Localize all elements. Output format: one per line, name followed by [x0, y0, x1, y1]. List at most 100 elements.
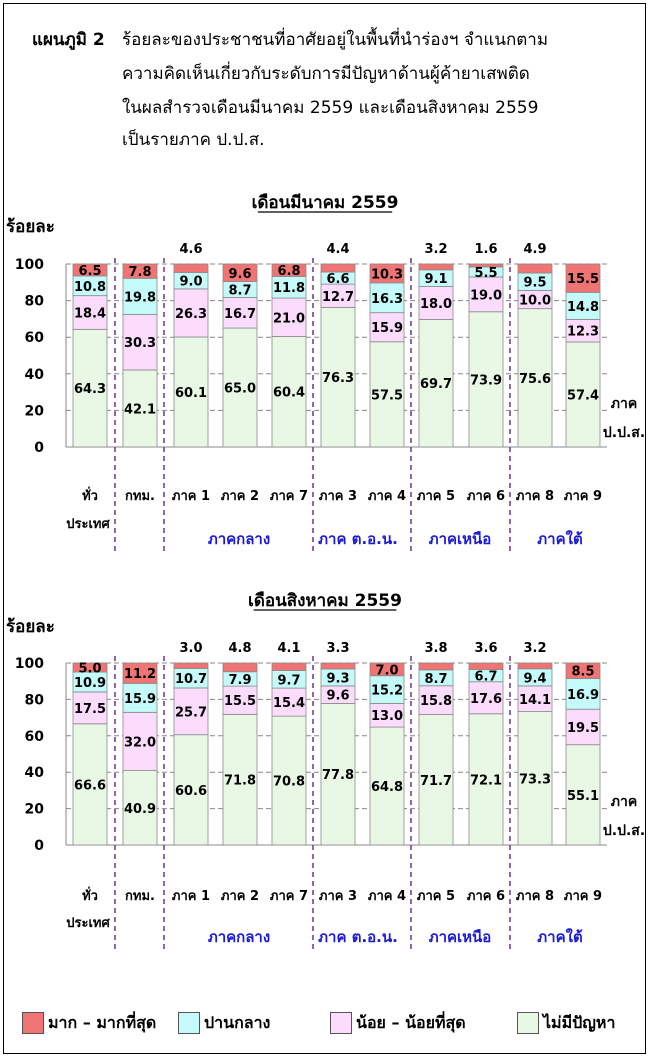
chart2-data-label: 14.1 [519, 693, 551, 708]
caption-line-1: ร้อยละของประชาชนที่อาศัยอยู่ในพื้นที่นำร… [122, 30, 549, 50]
chart2-data-label: 40.9 [124, 802, 156, 817]
chart2-region-group-label: ภาคเหนือ [429, 928, 492, 946]
chart2-data-label: 9.7 [277, 673, 300, 688]
legend: มาก – มากที่สุด ปานกลาง น้อย – น้อยที่สุ… [0, 1000, 651, 1040]
chart1-category-label: ภาค 4 [368, 489, 406, 504]
chart2-data-label: 73.3 [519, 772, 551, 787]
chart2-bar-most [122, 662, 158, 684]
caption-line-3: ในผลสำรวจเดือนมีนาคม 2559 และเดือนสิงหาค… [122, 98, 539, 118]
chart1-bar-none [418, 319, 454, 448]
chart1-data-label: 65.0 [224, 382, 256, 397]
figure-frame [3, 3, 646, 1054]
chart1-data-label: 15.9 [371, 321, 403, 336]
chart1-data-label: 18.0 [420, 297, 452, 312]
chart2-bar-moderate [122, 682, 158, 713]
chart2-data-label: 15.4 [273, 696, 305, 711]
chart1-data-label: 16.7 [224, 307, 256, 322]
chart2-category-label: ภาค 4 [368, 889, 406, 904]
chart1-bar-most [418, 263, 454, 271]
chart1-data-label: 15.5 [567, 272, 599, 287]
chart1-region-group-label: ภาคใต้ [537, 530, 582, 548]
chart1-data-label: 9.5 [523, 276, 546, 291]
chart2-category-label: ภาค 3 [319, 889, 357, 904]
chart2-data-label: 8.5 [571, 665, 594, 680]
chart1-bar-none [271, 336, 307, 448]
legend-label-moderate: ปานกลาง [204, 1013, 271, 1032]
chart1-bar-moderate [122, 277, 158, 315]
chart1-data-label: 19.8 [124, 290, 156, 305]
chart1-data-label: 19.0 [470, 288, 502, 303]
chart2-data-label: 9.3 [326, 671, 349, 686]
chart2-category-label: ภาค 7 [270, 889, 308, 904]
chart1-y-tick-label: 80 [25, 294, 45, 310]
chart1-data-label: 57.4 [567, 388, 599, 403]
chart1-data-label: 9.6 [228, 267, 251, 282]
chart1-bar-little [122, 314, 158, 371]
chart1-bar-most [122, 263, 158, 279]
chart1-data-label: 10.0 [519, 294, 551, 309]
chart2-bar-most [565, 662, 601, 679]
chart2-data-label: 4.1 [277, 641, 300, 656]
chart1-bar-little [271, 297, 307, 337]
chart1-bar-little [173, 288, 209, 338]
legend-swatch-most [22, 1012, 44, 1034]
chart1-data-label: 69.7 [420, 377, 452, 392]
chart2-x-axis-label-2: ป.ป.ส. [603, 823, 645, 839]
chart1-y-tick-label: 20 [25, 403, 45, 419]
chart1-data-label: 14.8 [567, 300, 599, 315]
chart2-bar-none [565, 744, 601, 846]
chart2-bar-none [173, 734, 209, 846]
chart2-data-label: 4.8 [228, 641, 251, 656]
legend-label-little: น้อย – น้อยที่สุด [356, 1013, 466, 1032]
chart2-category-label: กทม. [125, 889, 155, 904]
chart1-data-label: 30.3 [124, 336, 156, 351]
chart2-bar-most [369, 662, 405, 677]
chart2-data-label: 9.4 [523, 671, 546, 686]
chart1-data-label: 64.3 [74, 382, 106, 397]
chart1-bar-little [418, 286, 454, 320]
chart2-data-label: 13.0 [371, 709, 403, 724]
chart2-data-label: 77.8 [322, 768, 354, 783]
chart2-bar-little [517, 685, 553, 712]
chart2-data-label: 3.8 [424, 641, 447, 656]
chart1-category-label: ภาค 5 [417, 489, 455, 504]
chart1-bar-none [173, 336, 209, 448]
chart2-bar-little [271, 687, 307, 717]
chart1-x-axis-label-1: ภาค [611, 396, 637, 412]
chart1-bar-none [468, 311, 504, 448]
chart2-bar-little [565, 708, 601, 746]
chart2-bar-little [222, 685, 258, 715]
chart1-data-label: 12.3 [567, 325, 599, 340]
chart1-category-label: ภาค 1 [172, 489, 210, 504]
chart2-category-label: ภาค 9 [564, 889, 602, 904]
chart1-data-label: 26.3 [175, 307, 207, 322]
chart1-category-label: ภาค 6 [467, 489, 505, 504]
chart2-data-label: 32.0 [124, 735, 156, 750]
chart2-bar-most [173, 662, 209, 669]
chart1-bar-little [369, 312, 405, 343]
chart2-bar-little [418, 685, 454, 715]
chart1-bar-none [72, 328, 108, 448]
chart2-data-label: 11.2 [124, 667, 156, 682]
chart2-y-tick-label: 40 [25, 765, 45, 781]
chart2-bar-none [271, 715, 307, 846]
chart2-y-tick-label: 60 [25, 729, 45, 745]
chart2-x-axis-label-1: ภาค [611, 794, 637, 810]
chart1-category-label: ภาค 2 [221, 489, 259, 504]
chart1-data-label: 60.1 [175, 386, 207, 401]
chart2-data-label: 17.6 [470, 692, 502, 707]
chart2-data-label: 10.7 [175, 672, 207, 687]
chart1-region-group-label: ภาคกลาง [208, 530, 270, 548]
chart2-bar-most [271, 662, 307, 671]
chart1-category-label: ทั่ว [82, 486, 98, 504]
chart1-bar-most [565, 263, 601, 293]
legend-swatch-none [517, 1012, 539, 1034]
chart1-bar-moderate [565, 291, 601, 320]
chart2-category-label: ภาค 2 [221, 889, 259, 904]
chart2-data-label: 3.3 [326, 641, 349, 656]
chart2-data-label: 72.1 [470, 773, 502, 788]
chart1-region-group-label: ภาค ต.อ.น. [318, 530, 398, 548]
chart1-data-label: 3.2 [424, 242, 447, 257]
chart1-data-label: 4.6 [179, 242, 202, 257]
chart1-data-label: 21.0 [273, 311, 305, 326]
